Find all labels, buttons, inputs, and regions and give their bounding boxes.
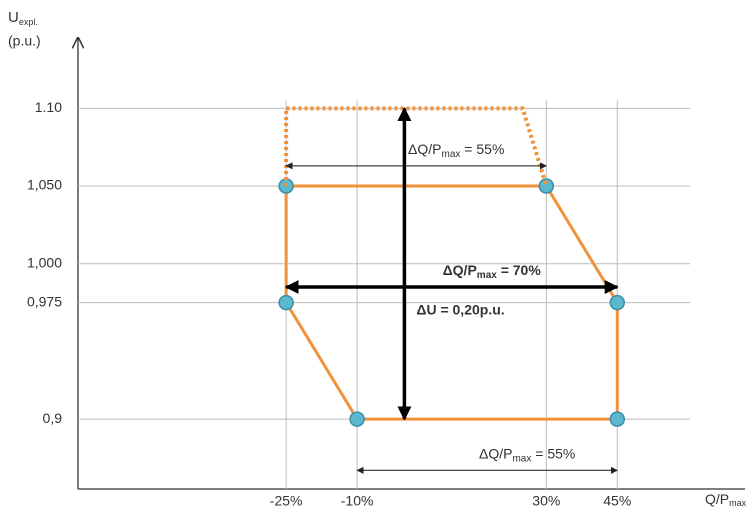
annotation-text: ΔQ/P (479, 445, 512, 461)
annotation-label: ΔQ/Pmax = 55% (479, 445, 575, 464)
annotation-sub: max (512, 453, 531, 464)
x-tick-label: -10% (341, 493, 374, 509)
annotation-sub: max (442, 148, 461, 159)
point (538, 178, 555, 194)
point (278, 294, 294, 311)
annotation-text: ΔQ/P (408, 141, 441, 157)
y-tick-label: 0,975 (27, 293, 62, 309)
point (609, 294, 626, 311)
y-axis-label-unit: (p.u.) (8, 33, 41, 49)
annotation-label: ΔQ/Pmax = 55% (408, 141, 504, 160)
y-tick-label: 0,9 (43, 410, 63, 426)
series-line (284, 106, 549, 187)
y-tick-label: 1,050 (27, 177, 62, 193)
annotation-text: ΔU = 0,20p.u. (416, 301, 504, 317)
point (609, 411, 626, 427)
y-tick-label: 1,000 (27, 254, 62, 270)
x-axis-label: Q/Pmax (705, 491, 747, 509)
x-tick-label: 30% (532, 493, 560, 509)
point (349, 411, 365, 427)
annotation-rest: = 55% (531, 445, 575, 461)
annotation-label: ΔU = 0,20p.u. (416, 301, 504, 317)
y-axis-label: Uexpl. (8, 9, 38, 27)
x-tick-label: -25% (270, 493, 303, 509)
annotation-text: ΔQ/P (443, 262, 477, 278)
annotation-rest: = 70% (497, 262, 542, 278)
annotation-sub: max (477, 270, 497, 281)
y-tick-label: 1.10 (35, 99, 62, 115)
annotation-rest: = 55% (460, 141, 504, 157)
annotation-label: ΔQ/Pmax = 70% (443, 262, 542, 281)
x-tick-label: 45% (603, 493, 631, 509)
